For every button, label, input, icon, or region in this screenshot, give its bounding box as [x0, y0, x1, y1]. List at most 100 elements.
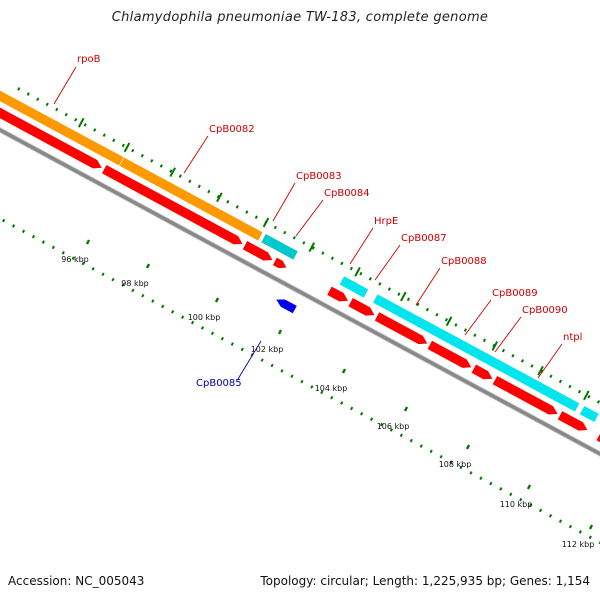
tick-dot [26, 92, 30, 96]
tick-dot [197, 184, 201, 189]
tick-dot [71, 256, 75, 260]
tick-dot [102, 133, 106, 137]
tick-major [588, 524, 594, 530]
tick-dot [473, 333, 477, 338]
tick-dot [469, 471, 473, 475]
backbone-line [0, 128, 600, 456]
tick-dot [548, 514, 553, 518]
tick-dot [230, 342, 234, 346]
tick-dot [83, 123, 87, 127]
tick-dot [330, 256, 334, 261]
tick-dot [419, 444, 423, 448]
tick-dot [41, 240, 45, 244]
tick-dot [577, 389, 582, 394]
tick-major [169, 167, 176, 177]
gene-label-CpB0085: CpB0085 [196, 378, 242, 389]
tick-dot [31, 234, 36, 239]
gene-label-CpB0083: CpB0083 [296, 171, 342, 182]
tick-dot [578, 530, 582, 534]
gene-label-CpB0089: CpB0089 [492, 288, 538, 299]
tick-dot [558, 379, 563, 384]
tick-major [214, 297, 220, 303]
tick-dot [409, 438, 413, 443]
topology-text: Topology: circular; Length: 1,225,935 bp… [260, 574, 590, 588]
tick-dot [121, 283, 125, 287]
tick-major [341, 368, 347, 374]
tick-dot [368, 276, 372, 281]
tick-dot [181, 315, 185, 319]
gene-arrow [272, 256, 288, 269]
tick-dot [379, 422, 384, 427]
tick-dot [509, 492, 513, 497]
scale-label: 106 kbp [377, 422, 410, 431]
features [0, 89, 600, 443]
label-leader [237, 340, 262, 380]
tick-dot [51, 245, 55, 250]
tick-dot [399, 433, 403, 438]
tick-dot [350, 406, 354, 411]
tick-major [465, 444, 471, 450]
gene-arrow [101, 164, 244, 246]
tick-dot [416, 302, 420, 307]
tick-major [216, 192, 223, 203]
gene-label-CpB0084: CpB0084 [324, 188, 370, 199]
tick-dot [36, 97, 40, 102]
tick-dot [111, 277, 115, 282]
tick-dot [310, 385, 314, 389]
tick-dot [397, 292, 401, 296]
map-title: Chlamydophila pneumoniae TW-183, complet… [111, 10, 489, 25]
tick-dot [190, 320, 195, 325]
gene-arrow [347, 297, 376, 317]
gene-arrow [426, 339, 473, 369]
tick-dot [220, 336, 224, 341]
tick-dot [200, 326, 205, 330]
tick-dot [131, 148, 135, 153]
gene-arrow [373, 311, 429, 345]
tick-dot [529, 503, 533, 507]
tick-dot [520, 359, 525, 363]
tick-dot [169, 169, 173, 173]
tick-dot [140, 153, 144, 158]
gene-label-rpoB: rpoB [77, 54, 101, 65]
tick-dot [45, 102, 49, 107]
gene-arrow [470, 363, 494, 380]
tick-dot [588, 535, 592, 540]
tick-dot [511, 353, 515, 358]
label-leader [349, 227, 374, 265]
tick-major [491, 341, 499, 351]
backbone [0, 127, 600, 457]
tick-dot [210, 331, 215, 336]
tick-dot [2, 218, 6, 223]
tick-dot [463, 328, 468, 332]
gene-label-CpB0090: CpB0090 [522, 305, 568, 316]
tick-dot [302, 241, 306, 245]
tick-dot [150, 159, 154, 163]
gene-label-CpB0087: CpB0087 [401, 233, 447, 244]
tick-major [277, 329, 283, 335]
tick-dot [482, 338, 487, 343]
label-leader [537, 343, 563, 379]
tick-dot [449, 460, 453, 464]
scale-label: 110 kbp [500, 500, 533, 509]
tick-dot [159, 164, 163, 168]
tick-dot [369, 417, 374, 421]
tick-dot [74, 117, 78, 122]
tick-dot [131, 288, 135, 293]
tick-dot [558, 519, 563, 523]
tick-dot [55, 107, 59, 112]
tick-dot [254, 215, 258, 220]
tick-dot [178, 174, 182, 178]
scale-ticks: 96 kbp 98 kbp 100 kbp 102 kbp 104 kbp 106 kbp… [2, 87, 600, 549]
tick-dot [538, 508, 543, 513]
tick-dot [568, 384, 572, 389]
scale-label: 112 kbp [562, 540, 595, 549]
feature-CpB0088-89 [372, 293, 581, 413]
gene-arrow [241, 240, 274, 262]
tick-dot [240, 347, 244, 352]
tick-dot [435, 312, 439, 317]
gene-label-HrpE: HrpE [374, 216, 398, 227]
gene-arrow [491, 375, 559, 416]
tick-major [85, 239, 91, 245]
tick-dot [340, 401, 344, 405]
